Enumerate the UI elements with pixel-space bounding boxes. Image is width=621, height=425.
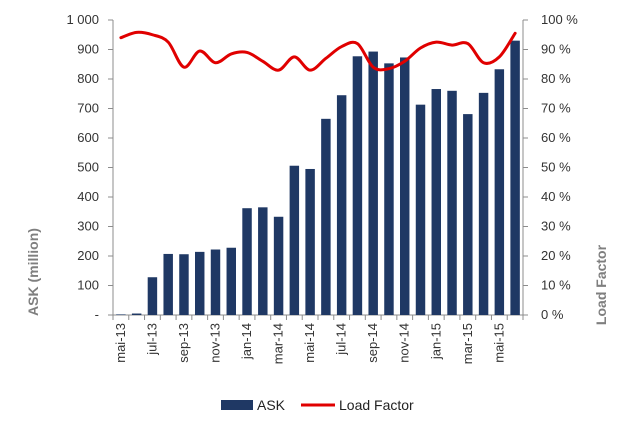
tick-labels: - 100 200 300 400 500 600 700 800 900 1 000 0 % 10 %… — [66, 12, 578, 364]
y-left-tick-label: 300 — [77, 219, 99, 234]
load-factor-line — [119, 30, 517, 72]
y-right-tick-label: 80 % — [541, 71, 571, 86]
y-right-tick-label: 20 % — [541, 248, 571, 263]
x-tick-label: jul-13 — [144, 323, 159, 356]
ask-bar — [131, 313, 142, 315]
ask-bar — [384, 63, 394, 315]
ask-bar — [352, 56, 363, 315]
y-left-tick-label: - — [95, 307, 99, 322]
ask-bar — [289, 165, 300, 315]
ask-bar — [494, 69, 505, 315]
y-left-tick-label: 800 — [77, 71, 99, 86]
y-left-tick-label: 600 — [77, 130, 99, 145]
ask-bar — [336, 95, 347, 315]
y-right-tick-label: 70 % — [541, 101, 571, 116]
y-right-tick-label: 60 % — [541, 130, 571, 145]
y-left-tick-label: 500 — [77, 160, 99, 175]
x-tick-label: sep-14 — [365, 323, 380, 363]
y-left-tick-label: 700 — [77, 101, 99, 116]
ask-bar — [463, 114, 473, 315]
y-right-tick-label: 0 % — [541, 307, 564, 322]
ask-bar — [195, 251, 205, 315]
x-tick-label: mai-13 — [113, 323, 128, 363]
ask-bar — [226, 247, 236, 315]
legend: ASK Load Factor — [221, 397, 414, 413]
legend-label-ask: ASK — [257, 397, 286, 413]
x-tick-label: jan-14 — [239, 323, 254, 360]
x-tick-label: jul-14 — [334, 323, 349, 356]
ask-bar — [447, 90, 457, 315]
ask-bar — [258, 207, 268, 315]
ask-bar — [510, 40, 520, 316]
x-tick-label: mai-15 — [491, 323, 506, 363]
ask-bars — [116, 40, 520, 316]
y-left-tick-label: 1 000 — [66, 12, 99, 27]
y-right-tick-label: 100 % — [541, 12, 578, 27]
y-left-tick-label: 200 — [77, 248, 99, 263]
x-tick-label: mar-14 — [271, 323, 286, 364]
y-axis-right-title: Load Factor — [593, 244, 609, 325]
ask-bar — [400, 57, 410, 316]
x-tick-label: mai-14 — [302, 323, 317, 363]
y-left-tick-label: 900 — [77, 42, 99, 57]
ask-bar — [321, 118, 331, 315]
y-left-tick-label: 400 — [77, 189, 99, 204]
legend-swatch-ask — [221, 400, 253, 410]
ask-bar — [478, 92, 489, 316]
load-factor-line-group — [119, 30, 517, 72]
ask-bar — [431, 89, 441, 315]
ask-bar — [273, 216, 284, 315]
y-right-tick-label: 40 % — [541, 189, 571, 204]
ask-bar — [305, 168, 315, 315]
x-tick-label: nov-14 — [397, 323, 412, 363]
x-tick-label: mar-15 — [460, 323, 475, 364]
x-tick-label: sep-13 — [176, 323, 191, 363]
y-right-tick-label: 30 % — [541, 219, 571, 234]
y-right-tick-label: 10 % — [541, 278, 571, 293]
ask-bar — [179, 254, 189, 315]
ask-bar — [242, 208, 252, 315]
y-right-tick-label: 50 % — [541, 160, 571, 175]
ask-bar — [210, 249, 221, 315]
ask-bar — [368, 51, 378, 315]
x-tick-label: nov-13 — [208, 323, 223, 363]
y-axis-left-title: ASK (million) — [25, 228, 41, 316]
legend-label-load-factor: Load Factor — [339, 397, 414, 413]
ask-bar — [163, 253, 173, 315]
ask-bar — [415, 104, 426, 315]
axis-titles: ASK (million) Load Factor — [25, 228, 609, 325]
ask-bar — [116, 314, 126, 315]
y-right-tick-label: 90 % — [541, 42, 571, 57]
x-tick-label: jan-15 — [428, 323, 443, 360]
ask-bar — [147, 277, 158, 315]
y-left-tick-label: 100 — [77, 278, 99, 293]
